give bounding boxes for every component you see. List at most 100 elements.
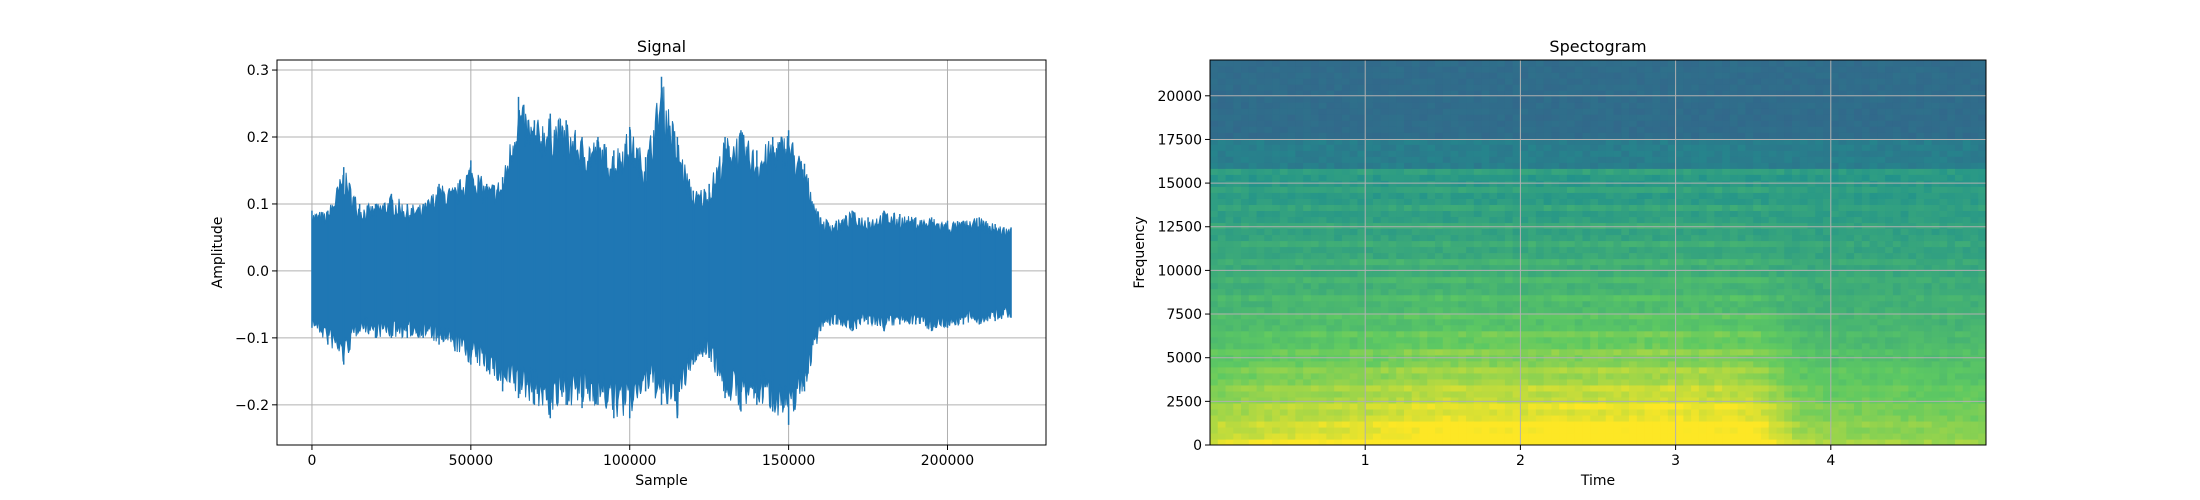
spectrogram-cell xyxy=(1644,96,1653,103)
spectrogram-cell xyxy=(1528,228,1537,236)
spectrogram-cell xyxy=(1419,432,1428,440)
spectrogram-cell xyxy=(1590,72,1599,79)
spectrogram-cell xyxy=(1489,222,1498,230)
spectrogram-cell xyxy=(1334,414,1343,422)
spectrogram-cell xyxy=(1613,114,1622,121)
spectrogram-cell xyxy=(1574,240,1584,248)
spectrogram-cell xyxy=(1473,192,1483,199)
spectrogram-cell xyxy=(1566,390,1576,398)
spectrogram-cell xyxy=(1310,240,1320,248)
spectrogram-cell xyxy=(1419,228,1428,236)
spectrogram-cell xyxy=(1241,348,1250,356)
spectrogram-cell xyxy=(1683,360,1692,368)
spectrogram-cell xyxy=(1334,366,1343,374)
spectrogram-cell xyxy=(1722,222,1731,230)
spectrogram-cell xyxy=(1512,402,1521,410)
spectrogram-cell xyxy=(1574,186,1584,193)
spectrogram-cell xyxy=(1613,192,1622,199)
spectrogram-cell xyxy=(1706,72,1715,79)
spectrogram-cell xyxy=(1341,288,1351,296)
spectrogram-cell xyxy=(1776,252,1785,260)
spectrogram-cell xyxy=(1419,78,1428,85)
spectrogram-cell xyxy=(1326,102,1335,109)
spectrogram-cell xyxy=(1404,120,1413,127)
spectrogram-cell xyxy=(1217,360,1227,368)
spectrogram-cell xyxy=(1784,174,1793,181)
spectrogram-cell xyxy=(1714,174,1723,181)
spectrogram-cell xyxy=(1272,432,1281,440)
spectrogram-cell xyxy=(1706,210,1715,218)
spectrogram-cell xyxy=(1427,294,1436,302)
spectrogram-cell xyxy=(1784,192,1793,199)
spectrogram-cell xyxy=(1264,324,1273,332)
spectrogram-cell xyxy=(1450,312,1459,320)
spectrogram-cell xyxy=(1706,120,1715,127)
spectrogram-cell xyxy=(1745,336,1754,344)
spectrogram-cell xyxy=(1473,384,1483,392)
spectrogram-cell xyxy=(1636,222,1646,230)
spectrogram-cell xyxy=(1528,90,1537,97)
spectrogram-cell xyxy=(1784,288,1793,296)
spectrogram-cell xyxy=(1241,186,1250,193)
spectrogram-cell xyxy=(1272,78,1281,85)
spectrogram-cell xyxy=(1582,132,1591,139)
spectrogram-cell xyxy=(1675,96,1684,103)
spectrogram-cell xyxy=(1225,174,1234,181)
spectrogram-cell xyxy=(1714,342,1723,350)
spectrogram-cell xyxy=(1372,252,1382,260)
spectrogram-cell xyxy=(1698,168,1708,175)
spectrogram-cell xyxy=(1272,90,1281,97)
spectrogram-cell xyxy=(1310,288,1320,296)
spectrogram-cell xyxy=(1652,90,1661,97)
spectrogram-cell xyxy=(1241,210,1250,218)
spectrogram-cell xyxy=(1210,408,1219,416)
spectrogram-cell xyxy=(1326,186,1335,193)
spectrogram-cell xyxy=(1652,156,1661,163)
spectrogram-cell xyxy=(1660,96,1669,103)
spectrogram-cell xyxy=(1504,414,1514,422)
spectrogram-cell xyxy=(1784,432,1793,440)
spectrogram-cell xyxy=(1574,204,1584,211)
spectrogram-cell xyxy=(1559,378,1568,386)
spectrogram-cell xyxy=(1644,132,1653,139)
spectrogram-cell xyxy=(1334,264,1343,272)
spectrogram-cell xyxy=(1776,150,1785,157)
spectrogram-cell xyxy=(1768,198,1778,205)
spectrogram-cell xyxy=(1481,60,1490,67)
spectrogram-cell xyxy=(1729,246,1739,254)
spectrogram-cell xyxy=(1706,84,1715,91)
spectrogram-cell xyxy=(1667,96,1677,103)
spectrogram-cell xyxy=(1349,366,1359,374)
spectrogram-cell xyxy=(1559,180,1568,187)
spectrogram-cell xyxy=(1566,96,1576,103)
spectrogram-cell xyxy=(1279,120,1289,127)
spectrogram-cell xyxy=(1768,180,1778,187)
spectrogram-cell xyxy=(1217,258,1227,266)
spectrogram-cell xyxy=(1574,162,1584,169)
spectrogram-cell xyxy=(1512,66,1521,73)
spectrogram-cell xyxy=(1442,102,1452,109)
spectrogram-cell xyxy=(1233,228,1242,236)
spectrogram-cell xyxy=(1458,162,1467,169)
spectrogram-cell xyxy=(1598,240,1607,248)
spectrogram-cell xyxy=(1279,246,1289,254)
spectrogram-cell xyxy=(1660,306,1669,314)
spectrogram-cell xyxy=(1652,438,1661,445)
spectrogram-cell xyxy=(1683,150,1692,157)
spectrogram-cell xyxy=(1256,186,1265,193)
spectrogram-cell xyxy=(1450,402,1459,410)
spectrogram-cell xyxy=(1411,186,1421,193)
spectrogram-cell xyxy=(1706,186,1715,193)
spectrogram-cell xyxy=(1248,114,1258,121)
spectrogram-cell xyxy=(1241,174,1250,181)
spectrogram-cell xyxy=(1210,174,1219,181)
spectrogram-cell xyxy=(1520,408,1529,416)
spectrogram-cell xyxy=(1582,222,1591,230)
spectrogram-cell xyxy=(1248,282,1258,290)
spectrogram-cell xyxy=(1784,84,1793,91)
spectrogram-cell xyxy=(1753,300,1762,308)
spectrogram-cell xyxy=(1372,300,1382,308)
spectrogram-cell xyxy=(1287,96,1296,103)
spectrogram-cell xyxy=(1714,282,1723,290)
spectrogram-cell xyxy=(1629,132,1638,139)
